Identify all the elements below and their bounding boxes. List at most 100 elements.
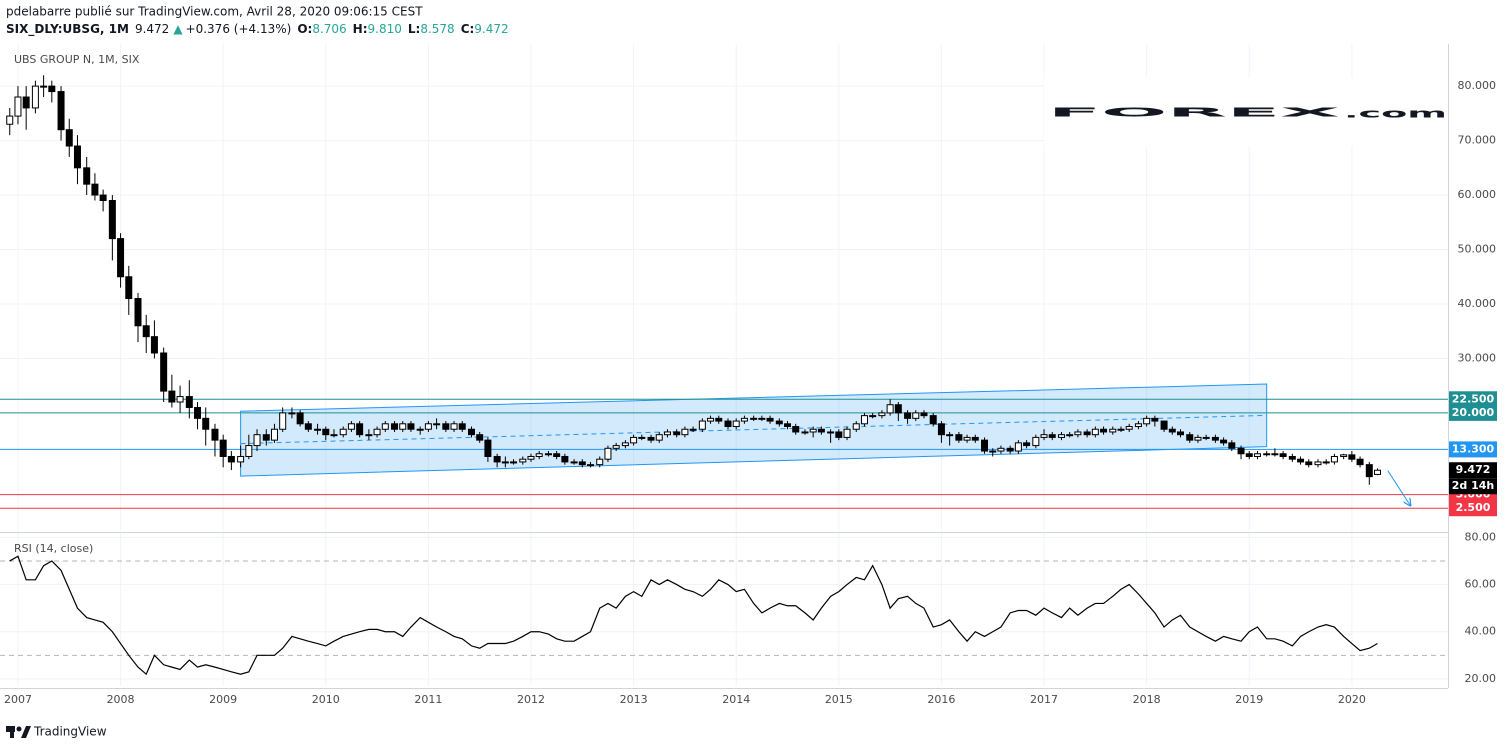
candle-body — [501, 461, 509, 464]
candle-body — [553, 453, 561, 457]
candle-body — [176, 396, 184, 403]
candle-body — [65, 129, 73, 147]
candle-body — [724, 420, 732, 428]
candle-body — [253, 434, 261, 447]
ohlc-value: 9.810 — [368, 22, 402, 36]
candle-body — [262, 434, 270, 441]
candle-body — [544, 453, 552, 456]
x-tick-label: 2012 — [517, 693, 545, 706]
publish-credit: pdelabarre publié sur TradingView.com, A… — [6, 5, 423, 19]
countdown: 2d 14h — [1452, 479, 1495, 492]
indicator-title: RSI (14, close) — [14, 542, 93, 555]
candle-body — [612, 445, 620, 449]
candle-body — [878, 412, 886, 417]
candle-body — [416, 428, 424, 431]
candle-body — [792, 426, 800, 433]
candle-body — [715, 417, 723, 422]
candle-body — [937, 423, 945, 436]
candle-body — [99, 194, 107, 201]
candle-body — [886, 404, 894, 414]
candle-body — [1330, 455, 1338, 463]
candle-body — [946, 434, 954, 437]
candle-body — [227, 455, 235, 463]
x-tick-label: 2009 — [209, 693, 237, 706]
level-label-box — [1449, 500, 1497, 517]
candle-body — [142, 325, 150, 338]
candle-body — [245, 445, 253, 457]
footer-brand[interactable]: TradingView — [33, 725, 107, 739]
candle-body — [399, 423, 407, 430]
plot-area: 2007 2008 2009 2010 2011 2012 2013 2014 2015 2016… — [0, 44, 1497, 706]
candle-body — [484, 439, 492, 457]
y-tick-label: 70.000 — [1458, 134, 1497, 147]
x-tick-label: 2018 — [1133, 693, 1161, 706]
candle-body — [1348, 454, 1356, 460]
y-tick-label: 50.000 — [1458, 243, 1497, 256]
candle-body — [211, 428, 219, 441]
candle-body — [1271, 453, 1279, 456]
candle-body — [493, 455, 501, 463]
candle-body — [1032, 436, 1040, 447]
candle-body — [852, 423, 860, 430]
candle-body — [1160, 420, 1168, 430]
candle-body — [1356, 458, 1364, 466]
candle-body — [698, 420, 706, 430]
candle-body — [766, 417, 774, 422]
candle-body — [535, 453, 543, 457]
broker-logo: FOREX .com — [1044, 78, 1448, 146]
candle-body — [202, 417, 210, 430]
level-label: 20.000 — [1452, 406, 1495, 419]
candle-body — [1048, 434, 1056, 438]
candle-body — [1151, 417, 1159, 422]
candle-body — [630, 436, 638, 444]
candle-body — [955, 434, 963, 441]
last-price-label: 9.472 — [1456, 463, 1491, 476]
candle-body — [1194, 436, 1202, 441]
tradingview-logo: TradingView — [6, 725, 107, 739]
x-tick-label: 2007 — [4, 693, 32, 706]
candle-body — [125, 276, 133, 300]
candle-body — [587, 464, 595, 467]
change: +0.376 (+4.13%) — [186, 22, 292, 36]
x-tick-label: 2011 — [414, 693, 442, 706]
candle-body — [279, 412, 287, 430]
candle-body — [638, 436, 646, 439]
candle-body — [237, 455, 245, 463]
candle-body — [561, 455, 569, 463]
level-label-box — [1449, 404, 1497, 421]
candle-body — [1014, 442, 1022, 452]
candle-body — [1074, 431, 1082, 436]
x-tick-label: 2014 — [722, 693, 750, 706]
candle-body — [330, 434, 338, 437]
candle-body — [73, 145, 81, 169]
candle-body — [424, 423, 432, 430]
level-label: 13.300 — [1452, 442, 1495, 455]
ohlc-label: L: — [408, 22, 420, 36]
candle-body — [1091, 428, 1099, 436]
candle-body — [1365, 464, 1373, 478]
candle-body — [784, 423, 792, 428]
candle-body — [185, 396, 193, 408]
candle-body — [31, 85, 39, 109]
y-tick-label: 80.00 — [1465, 530, 1497, 543]
candle-body — [296, 412, 304, 425]
candle-body — [450, 423, 458, 430]
candle-body — [1263, 453, 1271, 456]
candle-body — [314, 428, 322, 431]
logo-backdrop — [1044, 78, 1448, 146]
candle-body — [989, 450, 997, 453]
candle-body — [732, 420, 740, 428]
candle-body — [381, 423, 389, 430]
candle-body — [860, 415, 868, 425]
candle-body — [519, 458, 527, 463]
direction: ▲ — [173, 22, 183, 36]
candle-body — [750, 417, 758, 420]
candle-body — [108, 199, 116, 240]
y-tick-label: 60.000 — [1458, 188, 1497, 201]
candle-body — [1168, 428, 1176, 433]
candle-body — [322, 428, 330, 436]
last-price: 9.472 — [135, 22, 169, 36]
candle-body — [48, 85, 56, 93]
candle-body — [1245, 453, 1253, 457]
